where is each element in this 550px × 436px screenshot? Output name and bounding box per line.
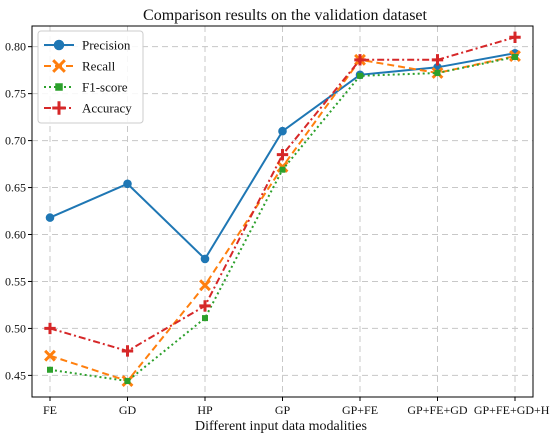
data-point (279, 166, 286, 173)
data-point (52, 101, 66, 115)
x-tick-label: GP (275, 403, 291, 417)
data-point (278, 126, 287, 136)
data-point (431, 54, 444, 66)
legend-item: F1-score (44, 80, 128, 95)
axis-ticks: FE GD HP GP GP+FE GP+FE+GD GP+FE+GD+HP 0.45 0.50… (5, 40, 550, 417)
series-accuracy (44, 31, 521, 357)
data-point (199, 279, 211, 292)
legend-item: Accuracy (44, 101, 132, 116)
data-point (357, 72, 363, 79)
data-point (434, 69, 441, 76)
y-tick-label: 0.60 (5, 228, 26, 242)
data-point (45, 213, 55, 222)
y-tick-label: 0.75 (5, 87, 26, 101)
legend-label: F1-score (82, 80, 128, 95)
series-f1-score (47, 53, 518, 385)
x-tick-label: GP+FE (342, 403, 378, 417)
data-point (47, 366, 53, 373)
y-tick-label: 0.55 (5, 274, 26, 288)
legend-label: Precision (82, 38, 131, 53)
legend: Precision Recall F1-score Accuracy (37, 30, 144, 124)
data-point (276, 148, 289, 161)
legend-item: Precision (44, 38, 131, 53)
legend-box (37, 30, 144, 124)
data-point (509, 31, 521, 43)
y-tick-label: 0.45 (5, 368, 26, 382)
data-point (44, 349, 56, 362)
data-point (200, 254, 210, 264)
chart-title: Comparison results on the validation dat… (143, 7, 428, 24)
data-point (55, 83, 63, 91)
series-lines (44, 31, 521, 387)
x-tick-label: HP (197, 403, 213, 417)
x-tick-label: GD (119, 403, 137, 417)
data-point (44, 322, 56, 335)
data-point (354, 54, 366, 66)
data-point (121, 345, 134, 357)
legend-item: Recall (44, 59, 116, 74)
y-tick-label: 0.50 (5, 321, 26, 335)
data-point (123, 179, 132, 189)
data-point (199, 300, 211, 312)
data-point (124, 378, 131, 385)
legend-label: Recall (82, 59, 116, 74)
x-tick-label: GP+FE+GD (407, 403, 468, 417)
y-tick-label: 0.70 (5, 134, 26, 148)
x-tick-label: FE (43, 403, 57, 417)
legend-label: Accuracy (82, 101, 132, 116)
data-point (202, 315, 208, 322)
data-point (53, 39, 65, 51)
data-point (512, 53, 518, 60)
x-axis-title: Different input data modalities (195, 419, 367, 434)
data-point (52, 59, 66, 73)
x-tick-label: GP+FE+GD+HP (474, 403, 550, 417)
y-tick-label: 0.80 (5, 40, 26, 54)
y-tick-label: 0.65 (5, 181, 26, 195)
